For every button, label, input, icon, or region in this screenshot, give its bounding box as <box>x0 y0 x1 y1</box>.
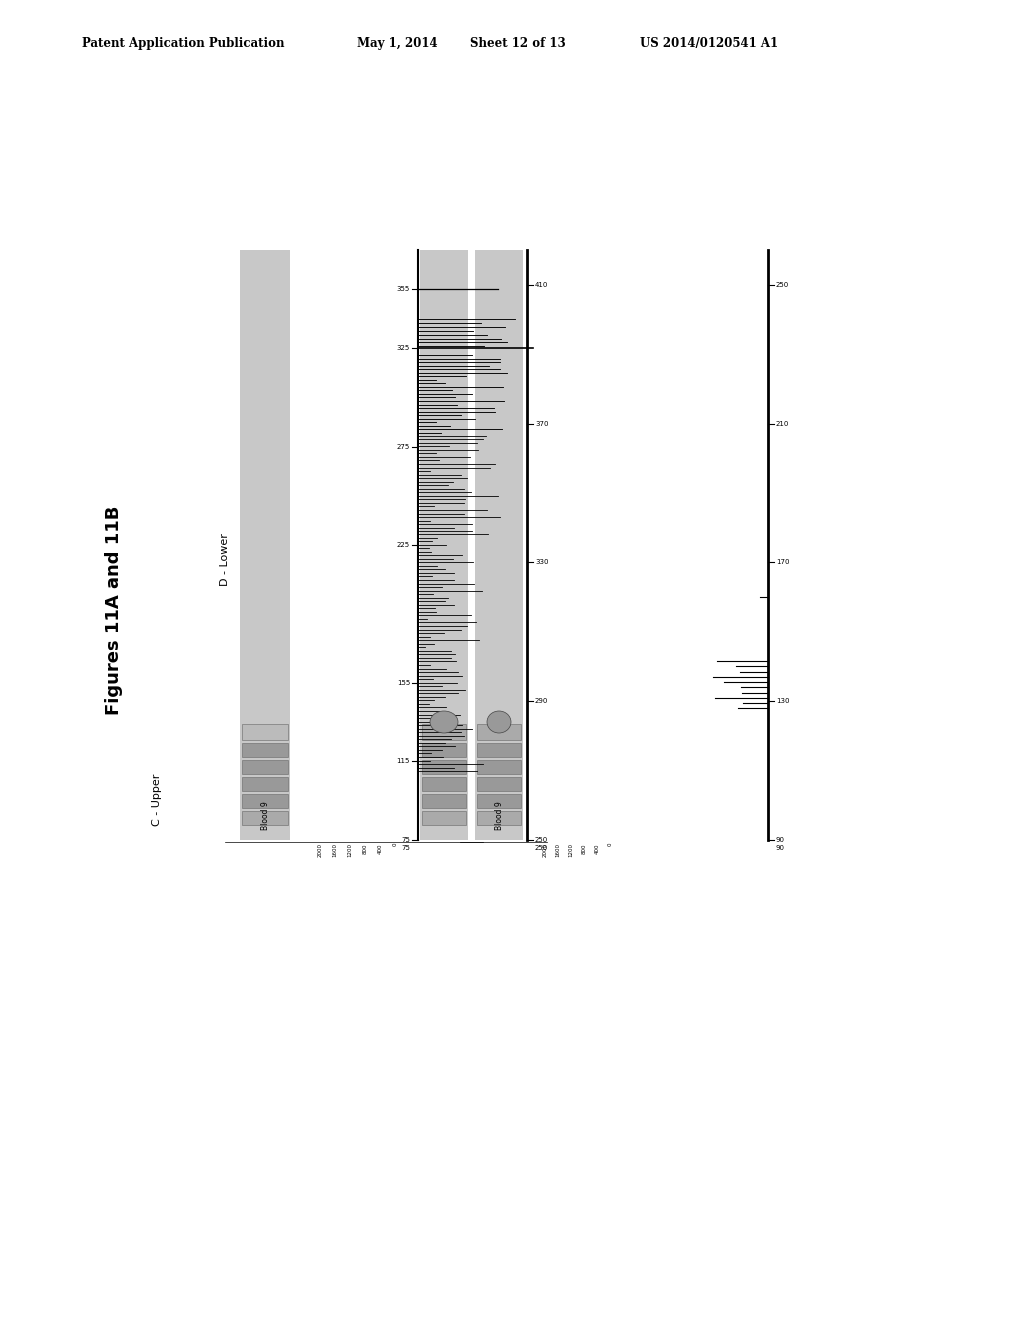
Text: 290: 290 <box>535 698 549 704</box>
Text: 355: 355 <box>396 286 410 292</box>
Bar <box>477 810 521 825</box>
Text: C - Upper: C - Upper <box>152 774 162 826</box>
Text: 275: 275 <box>396 444 410 450</box>
Bar <box>477 723 521 741</box>
Bar <box>422 743 466 756</box>
Text: 330: 330 <box>535 560 549 565</box>
Text: Blood 9: Blood 9 <box>260 801 269 830</box>
Bar <box>242 777 288 791</box>
Bar <box>242 795 288 808</box>
Text: 800: 800 <box>582 843 587 854</box>
Bar <box>477 777 521 791</box>
Text: 210: 210 <box>776 421 790 426</box>
Text: Figures 11A and 11B: Figures 11A and 11B <box>105 506 123 714</box>
Text: Patent Application Publication: Patent Application Publication <box>82 37 285 50</box>
Text: 75: 75 <box>401 837 410 843</box>
Bar <box>422 723 466 741</box>
Text: 2000: 2000 <box>317 843 323 857</box>
Text: 75: 75 <box>401 845 410 851</box>
Text: 90: 90 <box>776 837 785 843</box>
Text: 800: 800 <box>362 843 368 854</box>
Bar <box>477 743 521 756</box>
Text: 90: 90 <box>776 845 785 851</box>
Text: 170: 170 <box>776 560 790 565</box>
Text: Sheet 12 of 13: Sheet 12 of 13 <box>470 37 565 50</box>
Text: 410: 410 <box>535 281 549 288</box>
Bar <box>477 760 521 774</box>
Ellipse shape <box>487 711 511 733</box>
Bar <box>242 743 288 756</box>
Text: 130: 130 <box>776 698 790 704</box>
Text: US 2014/0120541 A1: US 2014/0120541 A1 <box>640 37 778 50</box>
Text: 225: 225 <box>397 543 410 548</box>
Bar <box>240 249 290 840</box>
Text: 1200: 1200 <box>347 843 352 857</box>
Bar <box>422 760 466 774</box>
Bar <box>475 249 523 840</box>
Text: 0: 0 <box>607 843 612 846</box>
Text: 1600: 1600 <box>333 843 338 857</box>
Bar <box>477 795 521 808</box>
Text: 1200: 1200 <box>568 843 573 857</box>
Bar <box>422 777 466 791</box>
Text: 250: 250 <box>535 837 548 843</box>
Text: D - Lower: D - Lower <box>220 533 230 586</box>
Bar <box>242 810 288 825</box>
Text: 155: 155 <box>396 680 410 685</box>
Text: 2000: 2000 <box>543 843 548 857</box>
Text: 400: 400 <box>378 843 383 854</box>
Bar <box>422 810 466 825</box>
Bar <box>242 760 288 774</box>
Bar <box>242 723 288 741</box>
Text: 250: 250 <box>776 281 790 288</box>
Bar <box>422 795 466 808</box>
Text: May 1, 2014: May 1, 2014 <box>357 37 437 50</box>
Text: Blood 9: Blood 9 <box>495 801 504 830</box>
Text: 370: 370 <box>535 421 549 426</box>
Text: 1600: 1600 <box>555 843 560 857</box>
Text: 250: 250 <box>535 845 548 851</box>
Ellipse shape <box>430 711 458 733</box>
Text: 325: 325 <box>396 346 410 351</box>
Bar <box>420 249 468 840</box>
Text: 400: 400 <box>595 843 599 854</box>
Text: 0: 0 <box>392 843 397 846</box>
Text: 115: 115 <box>396 758 410 764</box>
